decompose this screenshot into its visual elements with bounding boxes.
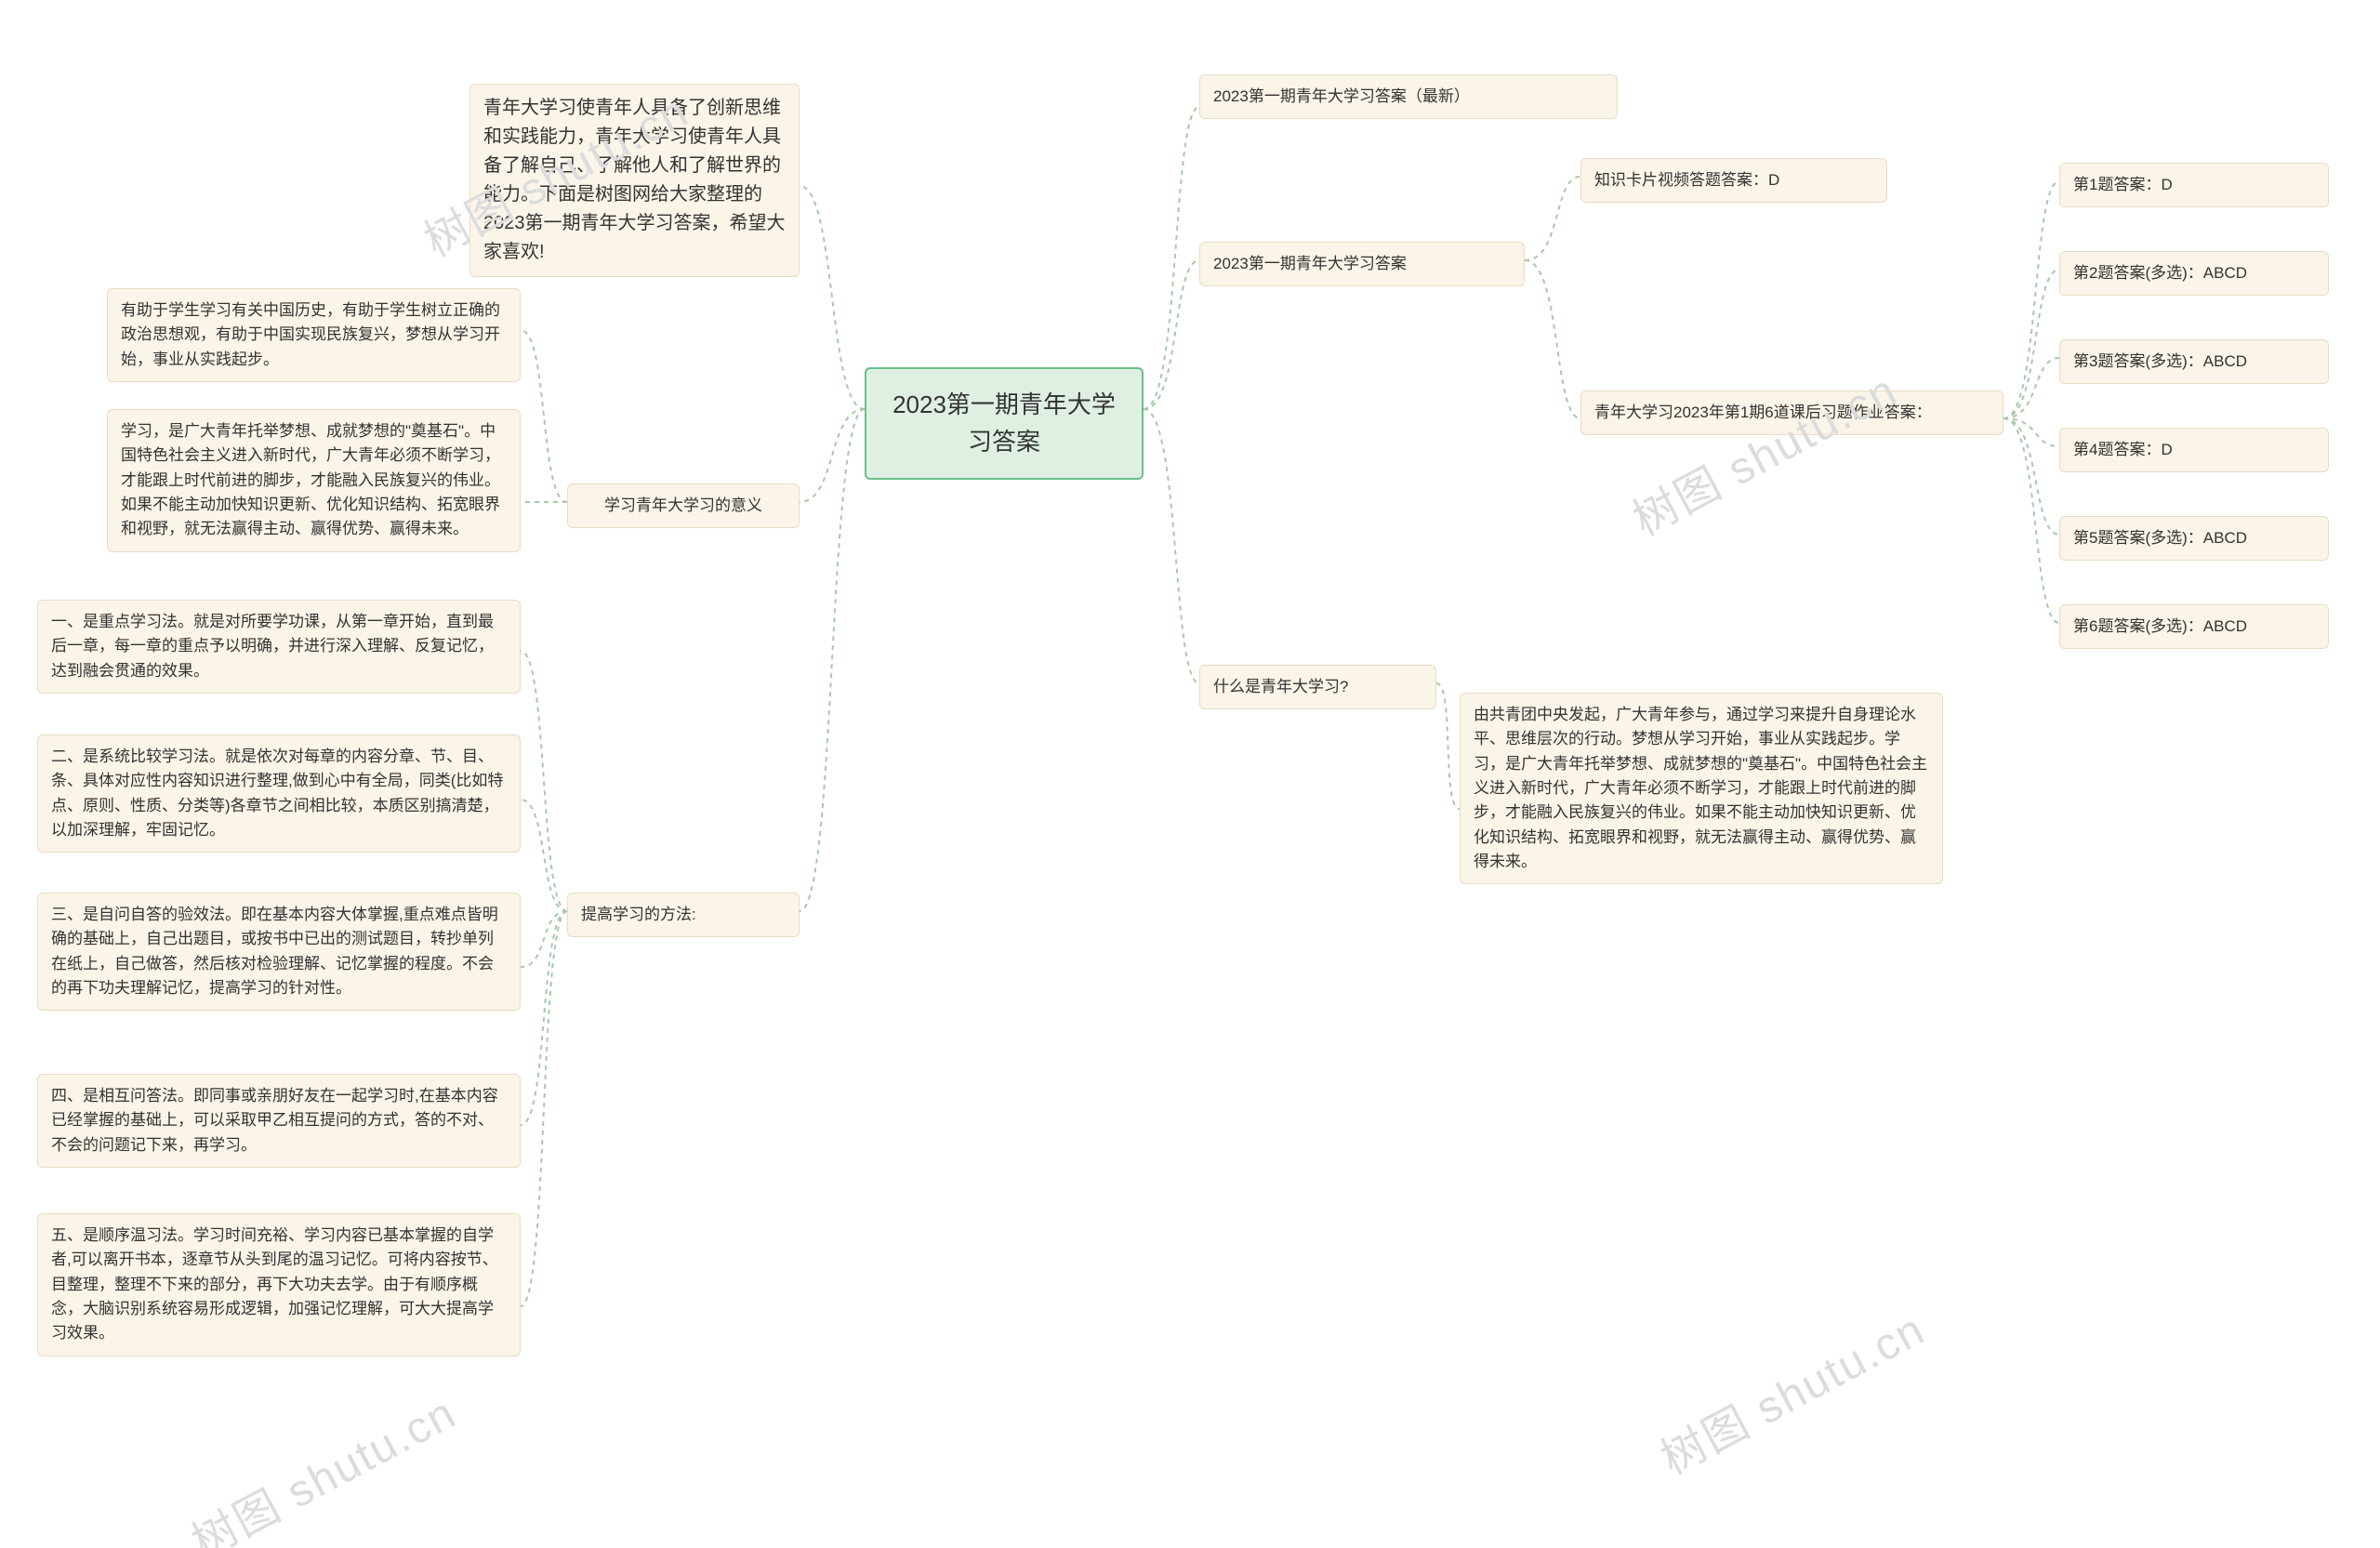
homework-answers-node: 青年大学习2023年第1期6道课后习题作业答案： — [1580, 390, 2003, 435]
watermark: 树图 shutu.cn — [1647, 1293, 1935, 1488]
right-answers-branch: 2023第一期青年大学习答案 — [1199, 242, 1525, 286]
answer-4: 第4题答案：D — [2059, 428, 2329, 472]
method-4: 四、是相互问答法。即同事或亲朋好友在一起学习时,在基本内容已经掌握的基础上，可以… — [37, 1074, 521, 1168]
right-what-is: 什么是青年大学习? — [1199, 665, 1436, 709]
method-1: 一、是重点学习法。就是对所要学功课，从第一章开始，直到最后一章，每一章的重点予以… — [37, 600, 521, 694]
answer-6: 第6题答案(多选)：ABCD — [2059, 604, 2329, 649]
watermark: 树图 shutu.cn — [1620, 354, 1907, 549]
watermark: 树图 shutu.cn — [178, 1377, 466, 1548]
answer-2: 第2题答案(多选)：ABCD — [2059, 251, 2329, 296]
answer-5: 第5题答案(多选)：ABCD — [2059, 516, 2329, 561]
method-2: 二、是系统比较学习法。就是依次对每章的内容分章、节、目、条、具体对应性内容知识进… — [37, 734, 521, 853]
meaning-detail-1: 有助于学生学习有关中国历史，有助于学生树立正确的政治思想观，有助于中国实现民族复… — [107, 288, 521, 382]
right-latest: 2023第一期青年大学习答案（最新） — [1199, 74, 1618, 119]
what-is-detail: 由共青团中央发起，广大青年参与，通过学习来提升自身理论水平、思维层次的行动。梦想… — [1460, 693, 1943, 884]
answer-3: 第3题答案(多选)：ABCD — [2059, 339, 2329, 384]
root-node: 2023第一期青年大学习答案 — [865, 367, 1144, 480]
intro-node: 青年大学习使青年人具备了创新思维和实践能力，青年大学习使青年人具备了解自己、了解… — [469, 84, 800, 277]
card-answer-node: 知识卡片视频答题答案：D — [1580, 158, 1887, 203]
answer-1: 第1题答案：D — [2059, 163, 2329, 207]
left-branch-methods: 提高学习的方法: — [567, 893, 800, 937]
left-branch-meaning: 学习青年大学习的意义 — [567, 483, 800, 528]
method-5: 五、是顺序温习法。学习时间充裕、学习内容已基本掌握的自学者,可以离开书本，逐章节… — [37, 1213, 521, 1356]
meaning-detail-2: 学习，是广大青年托举梦想、成就梦想的"奠基石"。中国特色社会主义进入新时代，广大… — [107, 409, 521, 552]
method-3: 三、是自问自答的验效法。即在基本内容大体掌握,重点难点皆明确的基础上，自己出题目… — [37, 893, 521, 1011]
